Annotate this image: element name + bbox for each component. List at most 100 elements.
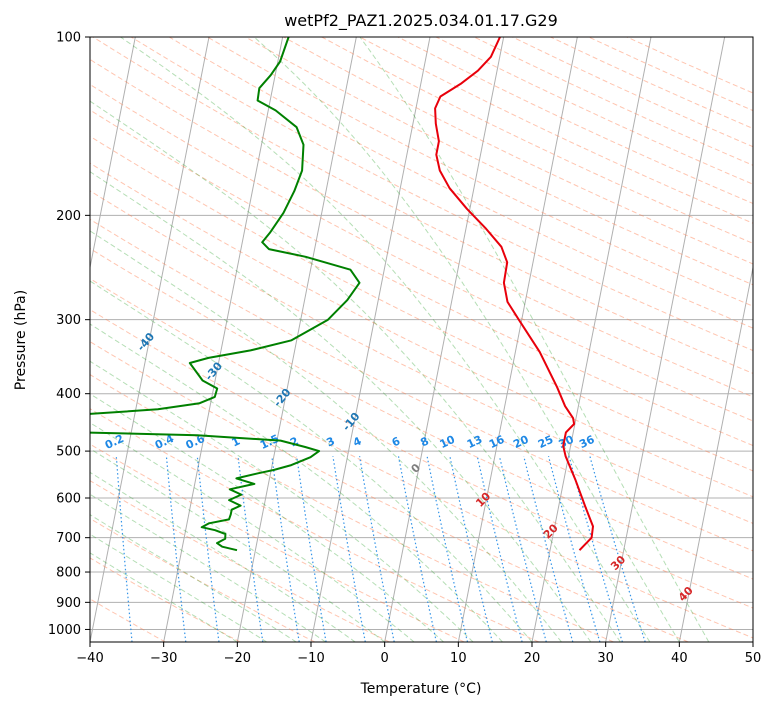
dry-adiabat-line: [436, 37, 775, 642]
dewpoint-line: [70, 37, 360, 550]
mixing-ratio-label: 10: [438, 433, 458, 451]
mixing-ratio-line: [499, 456, 546, 642]
mixing-ratio-label: 20: [511, 433, 531, 451]
dry-adiabat-line: [0, 37, 315, 642]
x-tick-label: −10: [297, 651, 324, 666]
background-line-labels: 0.10.20.40.611.52346810131620253036-100-…: [0, 40, 696, 605]
x-axis-label: Temperature (°C): [360, 681, 482, 697]
mixing-ratio-label: 4: [351, 434, 364, 449]
isotherm-line: [0, 37, 62, 642]
x-tick-label: 50: [745, 651, 762, 666]
isotherm-label: -20: [271, 386, 294, 410]
x-tick-label: −30: [150, 651, 177, 666]
moist-adiabat-line: [0, 37, 591, 642]
mixing-ratio-line: [360, 456, 395, 642]
mixing-ratio-line: [69, 456, 81, 642]
y-tick-label: 800: [56, 566, 81, 581]
dry-adiabat-line: [0, 37, 240, 642]
x-tick-label: −20: [224, 651, 251, 666]
moist-adiabat-label: 0: [409, 461, 424, 476]
x-tick-label: 40: [671, 651, 688, 666]
dry-adiabat-line: [0, 37, 775, 642]
dry-adiabat-line: [551, 37, 775, 642]
mixing-ratio-line: [272, 456, 299, 642]
y-tick-label: 900: [56, 596, 81, 611]
chart-title: wetPf2_PAZ1.2025.034.01.17.G29: [284, 11, 558, 31]
y-axis-label: Pressure (hPa): [13, 290, 29, 390]
isotherm-line: [385, 37, 504, 642]
isotherm-line: [16, 37, 135, 642]
y-tick-label: 300: [56, 313, 81, 328]
dry-adiabat-line: [0, 37, 775, 642]
mixing-ratio-line: [399, 456, 437, 642]
temperature-line: [435, 37, 593, 550]
mixing-ratio-label: 6: [390, 434, 403, 449]
mixing-ratio-line: [524, 456, 573, 642]
y-tick-label: 600: [56, 492, 81, 507]
isotherm-line: [679, 37, 775, 642]
dry-adiabat-line: [0, 37, 775, 642]
mixing-ratio-label: 3: [324, 434, 336, 449]
dry-adiabat-line: [0, 37, 613, 642]
moist-adiabat-line: [121, 37, 650, 642]
mixing-ratio-label: 8: [418, 434, 430, 449]
y-tick-label: 400: [56, 387, 81, 402]
dry-adiabat-line: [93, 37, 775, 642]
moist-adiabat-line: [0, 37, 237, 642]
mixing-ratio-label: 2: [288, 434, 300, 449]
dry-adiabat-line: [0, 37, 775, 642]
profile-series: [70, 37, 593, 550]
moist-adiabat-line: [0, 37, 620, 642]
mixing-ratio-label: 13: [465, 433, 484, 451]
plot-frame: [90, 37, 753, 642]
mixing-ratio-label: 30: [557, 433, 577, 451]
dry-adiabat-line: [131, 37, 775, 642]
mixing-ratio-line: [427, 456, 467, 642]
isotherm-label: -30: [202, 359, 225, 383]
moist-adiabat-line: [0, 37, 414, 642]
moist-adiabat-line: [0, 37, 355, 642]
dry-adiabat-line: [0, 37, 763, 642]
y-tick-label: 100: [56, 31, 81, 46]
dry-adiabat-line: [0, 37, 539, 642]
dry-adiabat-line: [169, 37, 775, 642]
moist-adiabat-line: [0, 37, 326, 642]
dry-adiabat-line: [0, 37, 775, 642]
dry-adiabat-line: [512, 37, 775, 642]
x-tick-label: 20: [524, 651, 541, 666]
dry-adiabat-line: [17, 37, 775, 642]
moist-adiabat-line: [254, 37, 679, 642]
mixing-ratio-line: [116, 456, 132, 642]
dry-adiabat-line: [284, 37, 775, 642]
mixing-ratio-line: [197, 456, 219, 642]
moist-adiabat-line: [0, 37, 503, 642]
moist-adiabat-label: 20: [541, 521, 561, 541]
mixing-ratio-label: 36: [577, 433, 597, 451]
isotherm-label: -60: [4, 243, 27, 267]
dry-adiabat-line: [589, 37, 775, 642]
x-tick-label: −40: [76, 651, 103, 666]
isotherm-label: -40: [135, 330, 158, 354]
mixing-ratio-label: 0.2: [103, 432, 126, 452]
x-tick-label: 30: [597, 651, 614, 666]
moist-adiabat-line: [0, 37, 532, 642]
dry-adiabat-line: [0, 37, 775, 642]
dry-adiabat-line: [0, 37, 464, 642]
isotherm-line: [458, 37, 577, 642]
plot-background-lines: [0, 37, 775, 642]
mixing-ratio-line: [297, 456, 327, 642]
y-tick-label: 200: [56, 209, 81, 224]
dry-adiabat-line: [398, 37, 775, 642]
moist-adiabat-label: 30: [608, 553, 628, 573]
moist-adiabat-label: 40: [676, 584, 696, 604]
x-tick-label: 10: [450, 651, 467, 666]
moist-adiabat-line: [0, 37, 267, 642]
y-tick-label: 500: [56, 445, 81, 460]
y-tick-label: 700: [56, 531, 81, 546]
x-tick-label: 0: [381, 651, 389, 666]
mixing-ratio-label: 25: [536, 433, 555, 451]
mixing-ratio-line: [333, 456, 365, 642]
isotherm-label: -10: [340, 410, 363, 434]
